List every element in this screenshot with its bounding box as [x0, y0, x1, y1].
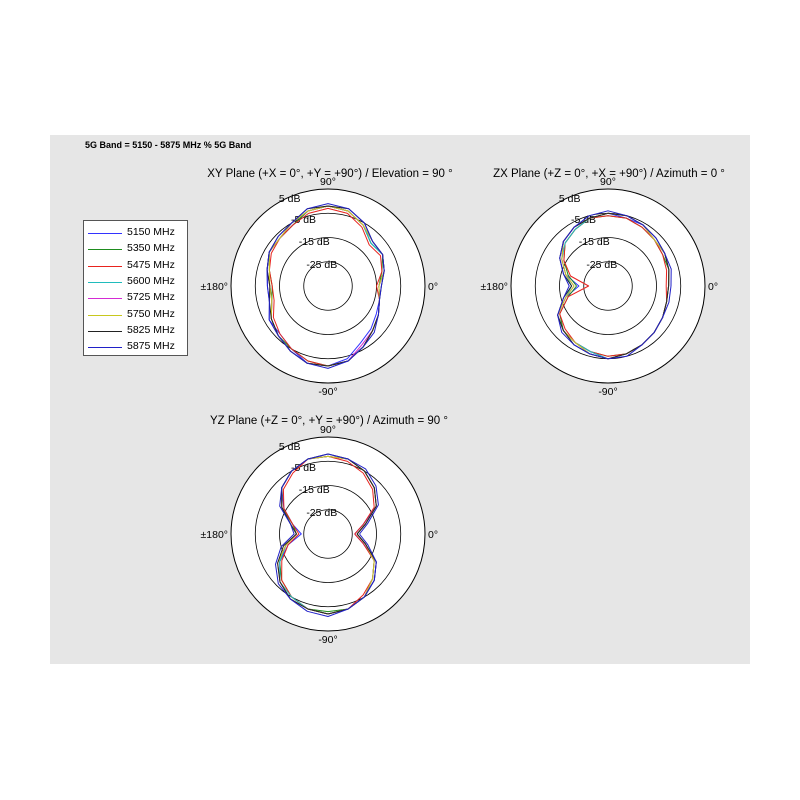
angle-label-bottom: -90° [598, 386, 617, 398]
legend-label: 5725 MHz [127, 291, 175, 304]
legend-swatch [88, 298, 122, 300]
angle-label-top: 90° [320, 176, 336, 188]
legend-item: 5875 MHz [84, 339, 187, 355]
legend-item: 5600 MHz [84, 274, 187, 290]
polar-outer-ring [510, 188, 706, 384]
plot-title: YZ Plane (+Z = 0°, +Y = +90°) / Azimuth … [210, 415, 448, 427]
legend-swatch [88, 330, 122, 332]
legend-swatch [88, 347, 122, 349]
series-trace [266, 203, 385, 369]
legend-item: 5825 MHz [84, 323, 187, 339]
radial-label: -5 dB [291, 214, 316, 226]
radial-label: -15 dB [579, 236, 610, 248]
legend-swatch [88, 265, 122, 267]
legend-swatch [88, 314, 122, 316]
legend-swatch [88, 281, 122, 283]
legend-label: 5150 MHz [127, 226, 175, 238]
legend-label: 5875 MHz [127, 340, 175, 353]
angle-label-bottom: -90° [318, 634, 337, 646]
polar-outer-ring [230, 436, 426, 632]
radial-label: 5 dB [559, 193, 581, 205]
radial-label: 5 dB [279, 193, 301, 205]
polar-ring [559, 237, 657, 335]
legend: 5150 MHz 5350 MHz 5475 MHz 5600 MHz 5725 MHz… [83, 220, 188, 356]
series-trace [557, 210, 672, 360]
radial-label: -15 dB [299, 236, 330, 248]
polar-ring [303, 509, 353, 559]
polar-outer-ring [230, 188, 426, 384]
radial-label: -25 dB [306, 259, 337, 271]
legend-label: 5825 MHz [127, 323, 175, 336]
legend-swatch [88, 249, 122, 251]
series-trace [275, 453, 379, 617]
legend-item: 5350 MHz [84, 241, 187, 257]
angle-label-right: 0° [428, 529, 438, 541]
polar-plot-3: YZ Plane (+Z = 0°, +Y = +90°) / Azimuth … [201, 415, 448, 646]
legend-label: 5750 MHz [127, 307, 175, 320]
angle-label-bottom: -90° [318, 386, 337, 398]
plot-title: XY Plane (+X = 0°, +Y = +90°) / Elevatio… [207, 168, 452, 180]
polar-plot-2: ZX Plane (+Z = 0°, +X = +90°) / Azimuth … [481, 168, 725, 398]
polar-plot-1: XY Plane (+X = 0°, +Y = +90°) / Elevatio… [201, 168, 453, 398]
legend-item: 5725 MHz [84, 290, 187, 306]
radial-label: 5 dB [279, 441, 301, 453]
angle-label-top: 90° [320, 424, 336, 436]
radial-label: -25 dB [306, 507, 337, 519]
polar-ring [254, 460, 402, 608]
angle-label-left: ±180° [201, 281, 228, 293]
legend-label: 5475 MHz [127, 258, 175, 271]
legend-swatch [88, 233, 122, 234]
polar-ring [303, 261, 353, 311]
radial-label: -15 dB [299, 484, 330, 496]
series-trace [281, 455, 375, 615]
legend-item: 5475 MHz [84, 258, 187, 274]
polar-ring [254, 212, 402, 360]
figure-title: 5G Band = 5150 - 5875 MHz % 5G Band [85, 140, 252, 150]
angle-label-left: ±180° [201, 529, 228, 541]
legend-item: 5150 MHz [84, 225, 187, 241]
angle-label-right: 0° [428, 281, 438, 293]
angle-label-top: 90° [600, 176, 616, 188]
polar-ring [583, 261, 633, 311]
polar-ring [279, 485, 377, 583]
radial-label: -25 dB [586, 259, 617, 271]
plot-title: ZX Plane (+Z = 0°, +X = +90°) / Azimuth … [493, 168, 725, 180]
radial-label: -5 dB [291, 462, 316, 474]
legend-label: 5600 MHz [127, 274, 175, 287]
angle-label-right: 0° [708, 281, 718, 293]
legend-item: 5750 MHz [84, 307, 187, 323]
legend-label: 5350 MHz [127, 242, 175, 255]
angle-label-left: ±180° [481, 281, 508, 293]
